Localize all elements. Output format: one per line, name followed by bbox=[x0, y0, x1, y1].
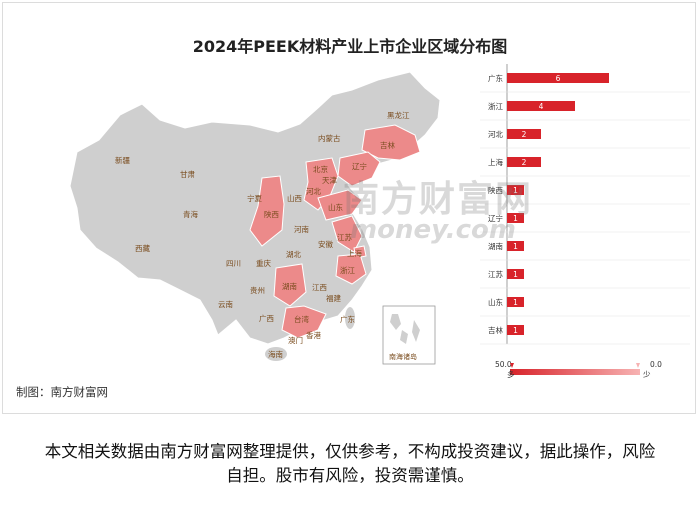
legend-high-text: 多 bbox=[507, 369, 515, 379]
province-labels: 新疆 西藏 青海 甘肃 内蒙古 黑龙江 吉林 辽宁 北京 天津 河北 山西 宁夏… bbox=[115, 110, 410, 359]
label-sichuan: 四川 bbox=[226, 259, 241, 268]
bar-value-label: 1 bbox=[513, 242, 518, 251]
label-heilongjiang: 黑龙江 bbox=[387, 110, 410, 120]
region-hunan-hl bbox=[273, 263, 307, 307]
label-fujian: 福建 bbox=[326, 293, 341, 303]
bar-value-label: 1 bbox=[513, 298, 518, 307]
inset-label: 南海诸岛 bbox=[389, 352, 417, 361]
label-shaanxi: 陕西 bbox=[264, 209, 279, 219]
label-chongqing: 重庆 bbox=[256, 258, 271, 268]
bar bbox=[507, 157, 541, 167]
legend-max-label: 50.0 bbox=[495, 360, 512, 369]
label-xinjiang: 新疆 bbox=[115, 155, 130, 165]
label-ningxia: 宁夏 bbox=[247, 193, 262, 203]
value-legend: 50.0 0.0 多 少 bbox=[495, 360, 662, 379]
label-liaoning: 辽宁 bbox=[352, 161, 367, 171]
region-hainan bbox=[265, 347, 287, 361]
label-jiangsu: 江苏 bbox=[337, 232, 352, 242]
label-tianjin: 天津 bbox=[322, 176, 337, 185]
label-yunnan: 云南 bbox=[218, 299, 233, 309]
bar-value-label: 6 bbox=[556, 74, 561, 83]
bar bbox=[507, 269, 524, 279]
disclaimer-text: 本文相关数据由南方财富网整理提供，仅供参考，不构成投资建议，据此操作，风险自担。… bbox=[44, 442, 656, 485]
bar-category-label: 广东 bbox=[488, 73, 503, 83]
label-hubei: 湖北 bbox=[286, 250, 301, 259]
label-gansu: 甘肃 bbox=[180, 169, 195, 179]
china-map: 新疆 西藏 青海 甘肃 内蒙古 黑龙江 吉林 辽宁 北京 天津 河北 山西 宁夏… bbox=[69, 64, 690, 379]
bar-value-label: 1 bbox=[513, 186, 518, 195]
bar-value-label: 1 bbox=[513, 270, 518, 279]
bar-category-label: 吉林 bbox=[488, 325, 503, 335]
bar-category-label: 陕西 bbox=[488, 185, 503, 195]
label-guangxi: 广西 bbox=[259, 313, 274, 323]
label-shanxi: 山西 bbox=[287, 193, 302, 203]
label-qinghai: 青海 bbox=[183, 209, 198, 219]
bar-value-label: 1 bbox=[513, 214, 518, 223]
bar bbox=[507, 185, 524, 195]
label-shandong: 山东 bbox=[328, 202, 343, 212]
label-zhejiang: 浙江 bbox=[340, 265, 355, 275]
label-jiangxi: 江西 bbox=[312, 283, 327, 292]
region-shaanxi-hl bbox=[249, 175, 285, 247]
bar bbox=[507, 325, 524, 335]
bar bbox=[507, 241, 524, 251]
region-guangdong-hl bbox=[281, 305, 327, 339]
legend-min-label: 0.0 bbox=[650, 360, 662, 369]
watermark-latin: money.com bbox=[350, 215, 516, 245]
bar-category-label: 辽宁 bbox=[488, 213, 503, 223]
watermark-chinese: 南方财富网 bbox=[342, 179, 533, 220]
bar bbox=[507, 101, 575, 111]
bar-value-label: 4 bbox=[539, 102, 544, 111]
region-zhejiang-hl bbox=[335, 253, 367, 285]
bar-category-label: 浙江 bbox=[488, 101, 503, 111]
label-jilin: 吉林 bbox=[380, 140, 395, 150]
label-beijing: 北京 bbox=[313, 164, 328, 174]
label-hainan: 海南 bbox=[268, 349, 283, 359]
label-guangdong: 台湾 bbox=[294, 314, 309, 324]
label-hunan: 湖南 bbox=[282, 281, 297, 291]
region-taiwan bbox=[345, 307, 355, 329]
bar-value-label: 2 bbox=[522, 130, 527, 139]
chart-credit: 制图：南方财富网 bbox=[16, 385, 108, 399]
label-xianggang: 香港 bbox=[306, 330, 321, 340]
bar bbox=[507, 297, 524, 307]
label-henan: 河南 bbox=[294, 224, 309, 234]
bar-category-label: 山东 bbox=[488, 297, 503, 307]
legend-handle-left bbox=[510, 363, 514, 368]
south-china-sea-inset: 南海诸岛 bbox=[382, 305, 436, 365]
label-aomen: 澳门 bbox=[288, 335, 303, 345]
region-jilin-hl bbox=[361, 124, 421, 161]
label-xizang: 西藏 bbox=[135, 243, 150, 253]
label-anhui: 安徽 bbox=[318, 239, 333, 249]
region-shandong-hl bbox=[317, 189, 363, 221]
label-taiwan: 广东 bbox=[340, 314, 355, 324]
region-jiangsu-hl bbox=[331, 215, 363, 253]
label-hebei: 河北 bbox=[306, 187, 321, 196]
bar-category-label: 湖南 bbox=[488, 241, 503, 251]
label-guizhou: 贵州 bbox=[250, 285, 265, 295]
legend-gradient-bar bbox=[510, 369, 640, 375]
bar bbox=[507, 213, 524, 223]
bar-category-label: 上海 bbox=[488, 157, 503, 167]
bar bbox=[507, 73, 609, 83]
legend-handle-right bbox=[636, 363, 640, 368]
bar-chart: 广东 6 浙江 4 河北 2 上海 2 陕西 1 辽宁 1 湖南 1 江苏 1 山东 1 吉林 1 bbox=[480, 64, 690, 345]
bar-category-label: 河北 bbox=[488, 130, 503, 139]
bar-value-label: 1 bbox=[513, 326, 518, 335]
bar-value-label: 2 bbox=[522, 158, 527, 167]
label-neimenggu: 内蒙古 bbox=[318, 133, 341, 143]
legend-low-text: 少 bbox=[643, 370, 651, 379]
bar bbox=[507, 129, 541, 139]
chart-title: 2024年PEEK材料产业上市企业区域分布图 bbox=[192, 37, 508, 56]
label-shanghai: 上海 bbox=[347, 248, 362, 258]
bar-category-label: 江苏 bbox=[488, 269, 503, 279]
